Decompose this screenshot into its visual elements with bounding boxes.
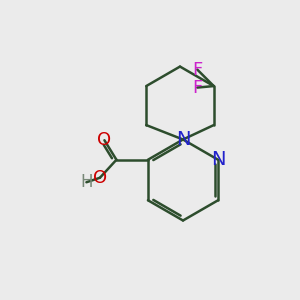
Text: H: H: [80, 173, 93, 191]
Text: N: N: [211, 150, 225, 169]
Text: F: F: [192, 61, 202, 79]
Text: F: F: [192, 79, 202, 97]
Text: N: N: [176, 130, 190, 149]
Text: O: O: [98, 131, 112, 149]
Text: O: O: [93, 169, 107, 187]
